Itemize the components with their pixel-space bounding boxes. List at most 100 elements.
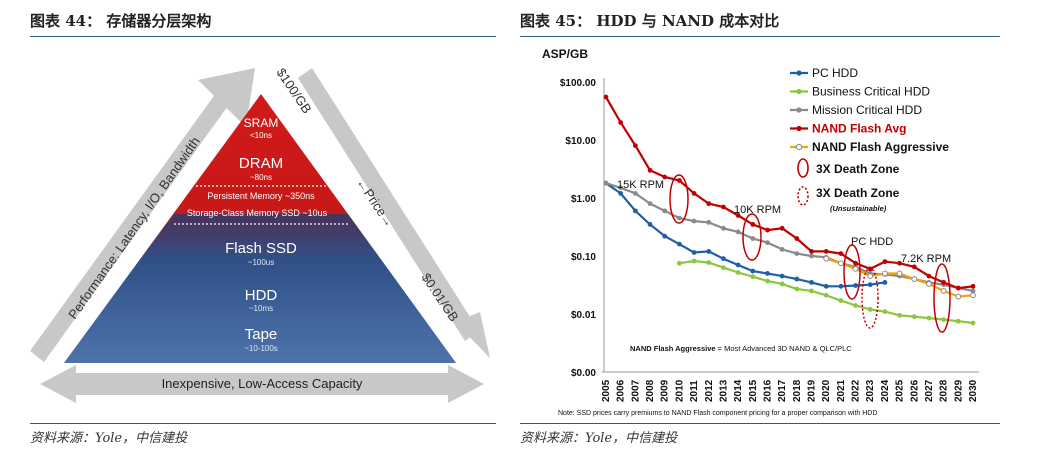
x-tick-label: 2024 (880, 379, 891, 402)
data-point (765, 278, 770, 284)
x-tick-label: 2022 (851, 379, 862, 402)
data-point (647, 201, 653, 207)
data-point (882, 270, 888, 277)
data-point (765, 227, 770, 233)
x-tick-label: 2028 (939, 379, 950, 402)
pyramid-lower (64, 214, 456, 363)
data-point (926, 273, 932, 279)
legend-marker-3 (796, 125, 802, 132)
tier-flash-latency: ~100us (248, 258, 274, 267)
data-point (809, 288, 814, 294)
x-tick-label: 2013 (718, 379, 729, 402)
x-tick-label: 2006 (616, 379, 627, 402)
annotation-7-2k-rpm: 7.2K RPM (901, 253, 951, 265)
legend-label-2: Mission Critical HDD (812, 103, 922, 117)
x-tick-label: 2007 (630, 379, 641, 402)
data-point (809, 249, 814, 254)
capacity-label: Inexpensive, Low-Access Capacity (162, 376, 363, 391)
data-point (911, 314, 917, 320)
left-source-rule (30, 423, 496, 424)
left-title-rule (30, 36, 496, 37)
data-point (618, 191, 624, 196)
data-point (779, 246, 785, 252)
data-point (618, 120, 624, 125)
death-zone-ellipse-4 (933, 263, 951, 333)
y-tick-label: $0.01 (571, 310, 596, 321)
data-point (603, 94, 609, 100)
left-figure-title: 图表 44： 存储器分层架构 (30, 12, 212, 30)
series-line-0 (605, 182, 886, 288)
data-point (926, 315, 932, 321)
series-line-2 (605, 182, 974, 292)
annotation-15k-rpm: 15K RPM (617, 179, 664, 191)
tier-sram-name: SRAM (244, 116, 279, 130)
data-point (721, 256, 726, 262)
x-tick-label: 2012 (704, 379, 715, 402)
x-tick-label: 2015 (748, 379, 759, 402)
data-point (838, 298, 844, 304)
data-point (677, 178, 682, 183)
x-tick-label: 2026 (909, 379, 920, 402)
data-point (970, 320, 976, 326)
data-point (765, 240, 770, 246)
death-zone-ellipse-1 (669, 174, 689, 224)
legend-label-4: NAND Flash Aggressive (812, 140, 949, 154)
data-point (765, 271, 770, 276)
data-point (735, 213, 741, 218)
data-point (706, 219, 712, 225)
x-tick-label: 2009 (660, 379, 671, 402)
data-point (882, 280, 888, 285)
annotation-pc-hdd: PC HDD (851, 236, 893, 248)
x-tick-label: 2011 (689, 380, 700, 402)
y-tick-label: $100.00 (560, 78, 597, 89)
data-point (852, 265, 859, 272)
data-point (897, 260, 902, 266)
x-tick-label: 2025 (895, 379, 906, 402)
x-tick-label: 2010 (674, 379, 685, 402)
tier-tape-name: Tape (245, 326, 278, 343)
data-point (867, 307, 873, 312)
data-point (677, 215, 682, 221)
tier-hdd-latency: ~10ms (249, 304, 273, 313)
annotation-10k-rpm: 10K RPM (734, 204, 781, 216)
data-point (691, 250, 697, 255)
x-tick-label: 2016 (762, 379, 773, 402)
series-line-3 (605, 96, 974, 290)
price-arrow (298, 68, 490, 358)
legend-death-zone-label: 3X Death Zone (816, 162, 900, 176)
data-point (632, 208, 638, 214)
tier-dram-latency: ~80ns (250, 173, 272, 182)
data-point (941, 280, 947, 285)
data-point (970, 288, 976, 294)
data-point (897, 312, 902, 318)
data-point (853, 260, 858, 266)
legend-death-zone-dotted-icon (797, 186, 809, 206)
data-point (911, 276, 918, 282)
data-point (603, 180, 609, 186)
data-point (779, 225, 785, 231)
x-tick-label: 2023 (865, 379, 876, 402)
right-source: 资料来源：Yole，中信建投 (520, 431, 678, 446)
tier-sram-latency: <10ns (250, 131, 272, 140)
x-tick-label: 2029 (953, 379, 964, 402)
data-point (691, 258, 697, 264)
right-title-rule (520, 36, 1000, 37)
footnote-bold: NAND Flash Aggressive (630, 344, 716, 353)
data-point (706, 201, 712, 207)
x-tick-label: 2018 (792, 379, 803, 402)
data-point (940, 288, 947, 294)
y-tick-label: $0.10 (571, 252, 596, 263)
data-point (809, 253, 814, 259)
y-tick-label: $10.00 (565, 136, 596, 147)
data-point (809, 280, 814, 285)
data-point (823, 283, 829, 289)
x-tick-label: 2027 (924, 379, 935, 402)
x-tick-label: 2017 (777, 379, 788, 402)
legend-marker-2 (796, 107, 802, 113)
data-point (970, 292, 976, 299)
tier-flash-name: Flash SSD (225, 240, 297, 257)
cost-chart: ASP/GB $100.00 $10.00 $1.00 $0.10 $0.01 $0.00… (542, 47, 979, 417)
data-point (721, 265, 726, 271)
x-tick-label: 2005 (601, 379, 612, 402)
x-tick-label: 2020 (821, 379, 832, 402)
